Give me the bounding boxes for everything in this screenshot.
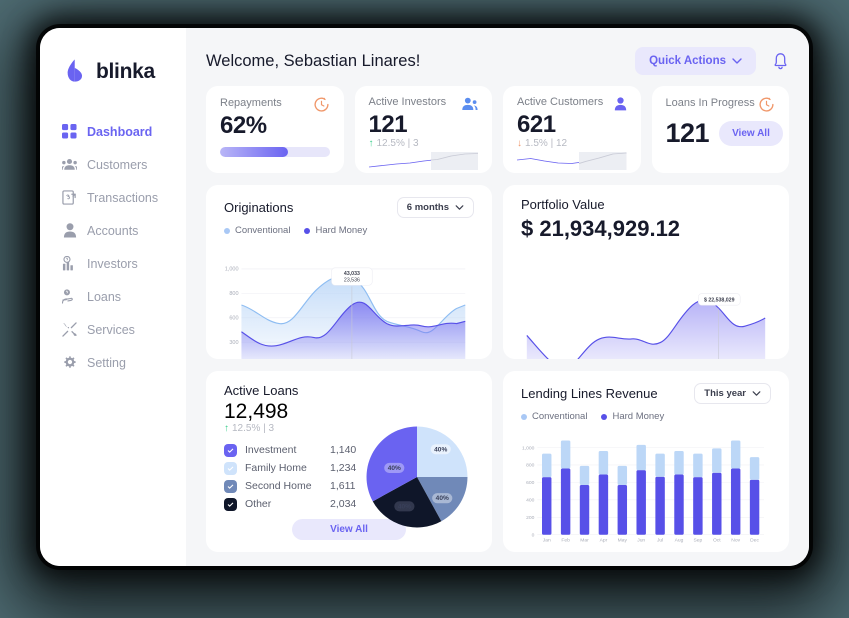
svg-text:40%: 40%: [387, 465, 400, 472]
svg-text:Oct: Oct: [713, 538, 721, 544]
svg-text:1,000: 1,000: [522, 445, 535, 451]
svg-text:Aug: Aug: [675, 538, 684, 544]
svg-text:23,536: 23,536: [344, 278, 360, 284]
svg-text:600: 600: [526, 480, 534, 486]
svg-text:600: 600: [229, 316, 238, 322]
svg-text:40%: 40%: [434, 446, 447, 453]
svg-text:43,033: 43,033: [344, 271, 360, 277]
svg-text:800: 800: [526, 463, 534, 469]
svg-text:800: 800: [229, 291, 238, 297]
svg-text:Apr: Apr: [600, 538, 608, 544]
svg-text:Nov: Nov: [731, 538, 740, 544]
svg-text:Sep: Sep: [693, 538, 702, 544]
svg-text:0: 0: [532, 532, 535, 538]
svg-text:May: May: [618, 538, 628, 544]
svg-text:Dec: Dec: [750, 538, 759, 544]
svg-text:Jul: Jul: [657, 538, 663, 544]
svg-text:40%: 40%: [435, 495, 448, 502]
svg-text:Jun: Jun: [637, 538, 645, 544]
svg-text:Feb: Feb: [561, 538, 570, 544]
svg-text:1,000: 1,000: [225, 267, 239, 273]
svg-text:$ 22,538,029: $ 22,538,029: [704, 298, 735, 304]
svg-text:40%: 40%: [397, 503, 410, 510]
svg-text:Mar: Mar: [580, 538, 589, 544]
svg-text:Jan: Jan: [543, 538, 551, 544]
svg-text:300: 300: [229, 340, 238, 346]
svg-text:400: 400: [526, 498, 534, 504]
svg-text:200: 200: [526, 515, 534, 521]
